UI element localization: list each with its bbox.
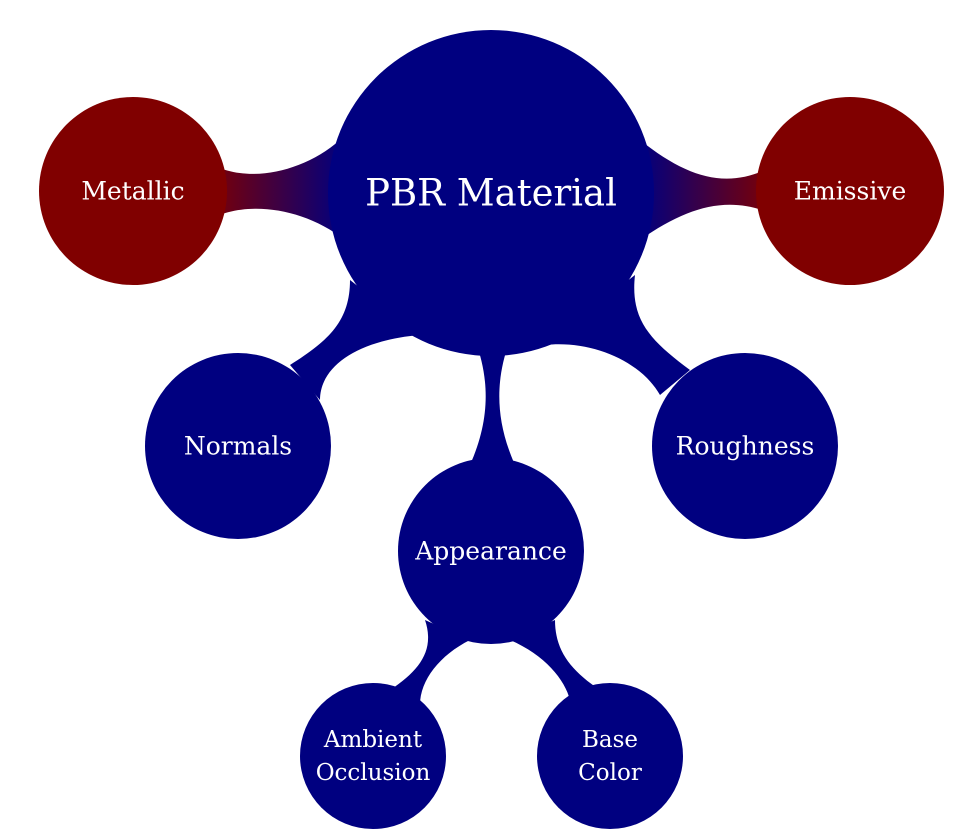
appearance-circle [398,458,584,644]
base-color-label-line1: Base [582,727,638,753]
root-circle [328,30,654,356]
ambient-occlusion-circle [300,683,446,829]
normals-circle [145,353,331,539]
node-normals: Normals [145,353,331,539]
node-appearance: Appearance [398,458,584,644]
ambient-occlusion-label-line1: Ambient [323,727,423,753]
roughness-circle [652,353,838,539]
connector-base-color [510,620,600,700]
node-ambient-occlusion: Ambient Occlusion [300,683,446,829]
ambient-occlusion-label-line2: Occlusion [316,760,431,786]
node-base-color: Base Color [537,683,683,829]
root-label: PBR Material [365,172,617,215]
root-node: PBR Material [328,30,654,356]
node-metallic: Metallic [39,97,227,285]
connector-metallic [205,140,345,240]
node-roughness: Roughness [652,353,838,539]
emissive-circle [756,97,944,285]
connector-appearance [470,340,515,465]
connector-ambient-occlusion [390,620,470,705]
roughness-label: Roughness [676,432,815,461]
connector-emissive [640,140,775,240]
base-color-label-line2: Color [578,760,642,786]
base-color-circle [537,683,683,829]
normals-label: Normals [184,432,292,461]
connector-roughness [545,275,690,395]
node-emissive: Emissive [756,97,944,285]
emissive-label: Emissive [794,177,907,206]
metallic-label: Metallic [81,177,184,206]
appearance-label: Appearance [414,537,567,566]
metallic-circle [39,97,227,285]
